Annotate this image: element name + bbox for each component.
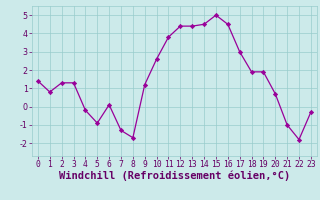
X-axis label: Windchill (Refroidissement éolien,°C): Windchill (Refroidissement éolien,°C): [59, 171, 290, 181]
